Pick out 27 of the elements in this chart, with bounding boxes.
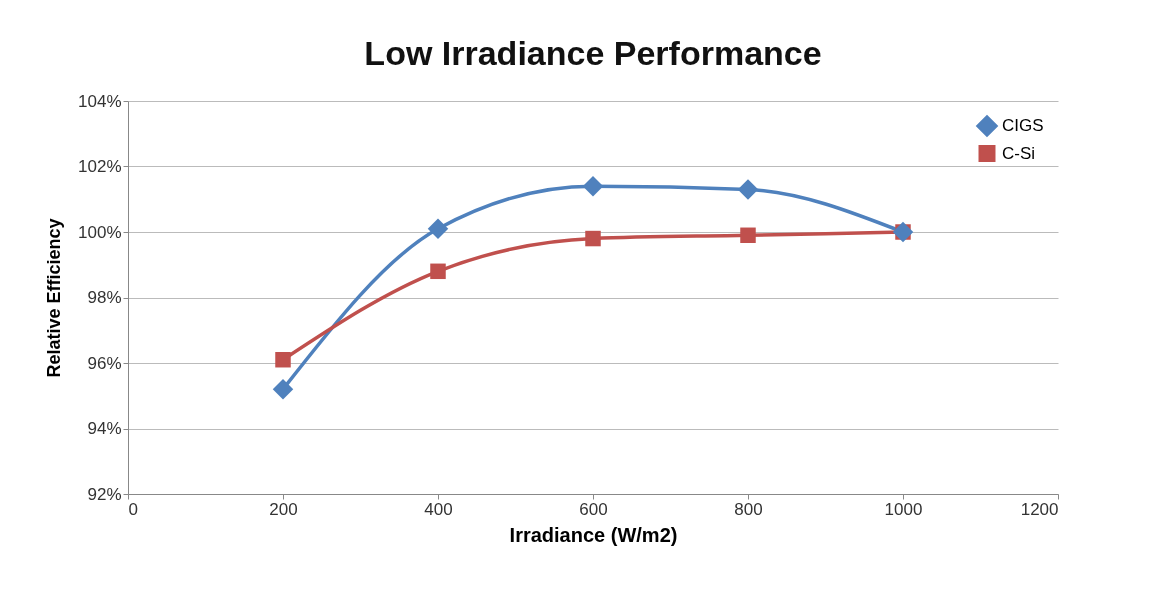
y-tick-label: 102% bbox=[78, 157, 122, 176]
y-tick-label: 100% bbox=[78, 222, 122, 242]
point bbox=[737, 179, 759, 200]
legend-label: C-Si bbox=[1002, 143, 1036, 163]
chart-title: Low Irradiance Performance bbox=[364, 34, 822, 72]
x-tick-label: 200 bbox=[269, 499, 298, 519]
point bbox=[272, 378, 294, 400]
point bbox=[275, 351, 291, 368]
x-axis-title: Irradiance (W/m2) bbox=[509, 523, 678, 546]
y-tick-label: 96% bbox=[87, 353, 122, 373]
legend-label: CIGS bbox=[1002, 116, 1044, 135]
point bbox=[430, 263, 446, 280]
x-tick-label: 400 bbox=[424, 499, 453, 519]
y-tick-label: 104% bbox=[78, 91, 122, 111]
point bbox=[427, 218, 449, 239]
x-tick-label: 600 bbox=[579, 499, 608, 519]
x-tick-label: 0 bbox=[128, 499, 138, 519]
y-axis-title: Relative Efficiency bbox=[44, 218, 65, 378]
point bbox=[585, 230, 601, 247]
point bbox=[582, 175, 604, 197]
x-tick-label: 1200 bbox=[1020, 499, 1059, 519]
y-tick-label: 98% bbox=[87, 288, 122, 307]
y-tick-label: 94% bbox=[87, 419, 122, 438]
point bbox=[740, 227, 756, 244]
x-tick-label: 1000 bbox=[884, 499, 923, 519]
x-tick-label: 800 bbox=[734, 499, 763, 519]
y-tick-label: 92% bbox=[87, 484, 122, 504]
